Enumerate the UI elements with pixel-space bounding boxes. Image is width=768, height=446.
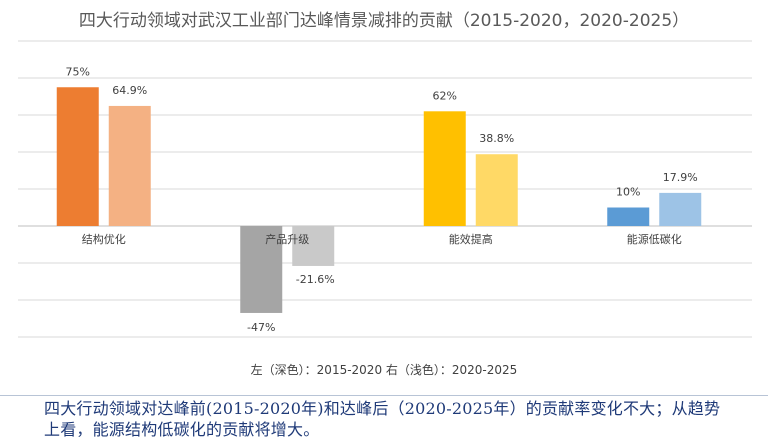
caption-line-2: 上看，能源结构低碳化的贡献将增大。 <box>44 420 320 439</box>
labels: 75% 64.9% 结构优化 -47% -21.6% 产品升级 62% 38.8% 能效提高 10… <box>66 65 698 334</box>
data-label: 10% <box>616 186 640 199</box>
bar-4-2020-2025 <box>659 192 702 226</box>
caption-line-1: 四大行动领域对达峰前(2015-2020年)和达峰后（2020-2025年）的贡… <box>44 399 721 418</box>
divider <box>0 395 768 396</box>
caption: 四大行动领域对达峰前(2015-2020年)和达峰后（2020-2025年）的贡… <box>44 398 744 440</box>
data-label: 64.9% <box>112 84 147 97</box>
chart-title: 四大行动领域对武汉工业部门达峰情景减排的贡献（2015-2020，2020-20… <box>79 11 689 31</box>
bar-4-2015-2020 <box>607 207 650 226</box>
data-label: 62% <box>433 89 457 102</box>
chart: 四大行动领域对武汉工业部门达峰情景减排的贡献（2015-2020，2020-20… <box>18 11 752 377</box>
bars <box>56 87 702 313</box>
category-label: 产品升级 <box>265 232 309 246</box>
bar-3-2020-2025 <box>475 154 518 226</box>
bar-2-2020-2025 <box>292 226 335 266</box>
data-label: 38.8% <box>479 132 514 145</box>
data-label: 75% <box>66 65 90 78</box>
bar-2-2015-2020 <box>240 226 283 313</box>
bar-1-2015-2020 <box>56 87 99 226</box>
bar-1-2020-2025 <box>108 105 151 226</box>
legend: 左（深色）：2015-2020 右（浅色）：2020-2025 <box>251 362 518 377</box>
category-label: 能效提高 <box>449 232 493 246</box>
category-label: 结构优化 <box>82 232 126 246</box>
category-label: 能源低碳化 <box>627 232 682 246</box>
data-label: -21.6% <box>296 273 335 286</box>
data-label: -47% <box>247 321 275 334</box>
bar-3-2015-2020 <box>423 111 466 226</box>
data-label: 17.9% <box>663 171 698 184</box>
